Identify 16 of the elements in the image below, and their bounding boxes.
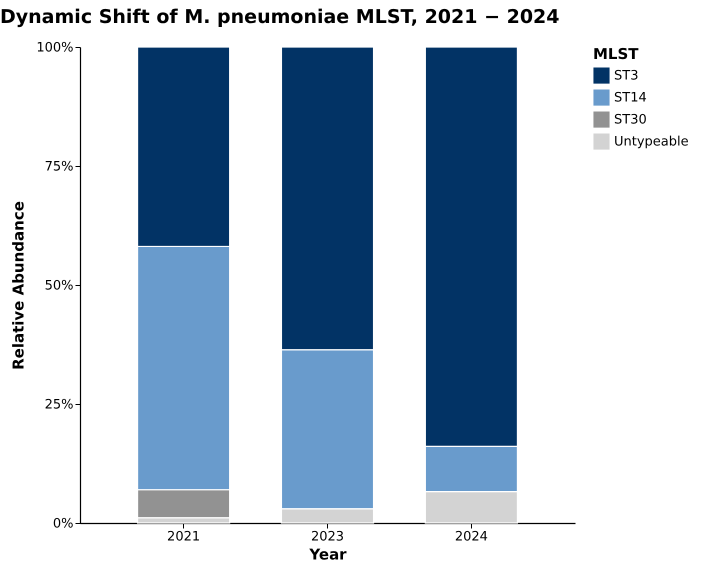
y-tick-label: 50% bbox=[44, 278, 74, 294]
y-tick-label: 25% bbox=[44, 398, 74, 412]
chart-title: Dynamic Shift of M. pneumoniae MLST, 2021 − 2024 bbox=[0, 6, 560, 28]
y-tick-label: 0% bbox=[52, 516, 74, 532]
y-axis-title: Relative Abundance bbox=[9, 201, 28, 370]
x-tick-label: 2021 bbox=[167, 530, 200, 544]
legend-label: ST30 bbox=[614, 112, 647, 128]
legend-title: MLST bbox=[593, 45, 640, 63]
x-tick-label: 2023 bbox=[310, 530, 344, 544]
y-tick-label: 100% bbox=[36, 40, 74, 56]
legend-label: ST3 bbox=[614, 68, 638, 84]
y-tick-label: 75% bbox=[44, 160, 74, 174]
legend-label: Untypeable bbox=[614, 134, 689, 150]
x-tick-label: 2024 bbox=[454, 530, 488, 544]
legend-label: ST14 bbox=[614, 90, 647, 106]
x-axis-title: Year bbox=[308, 546, 348, 564]
